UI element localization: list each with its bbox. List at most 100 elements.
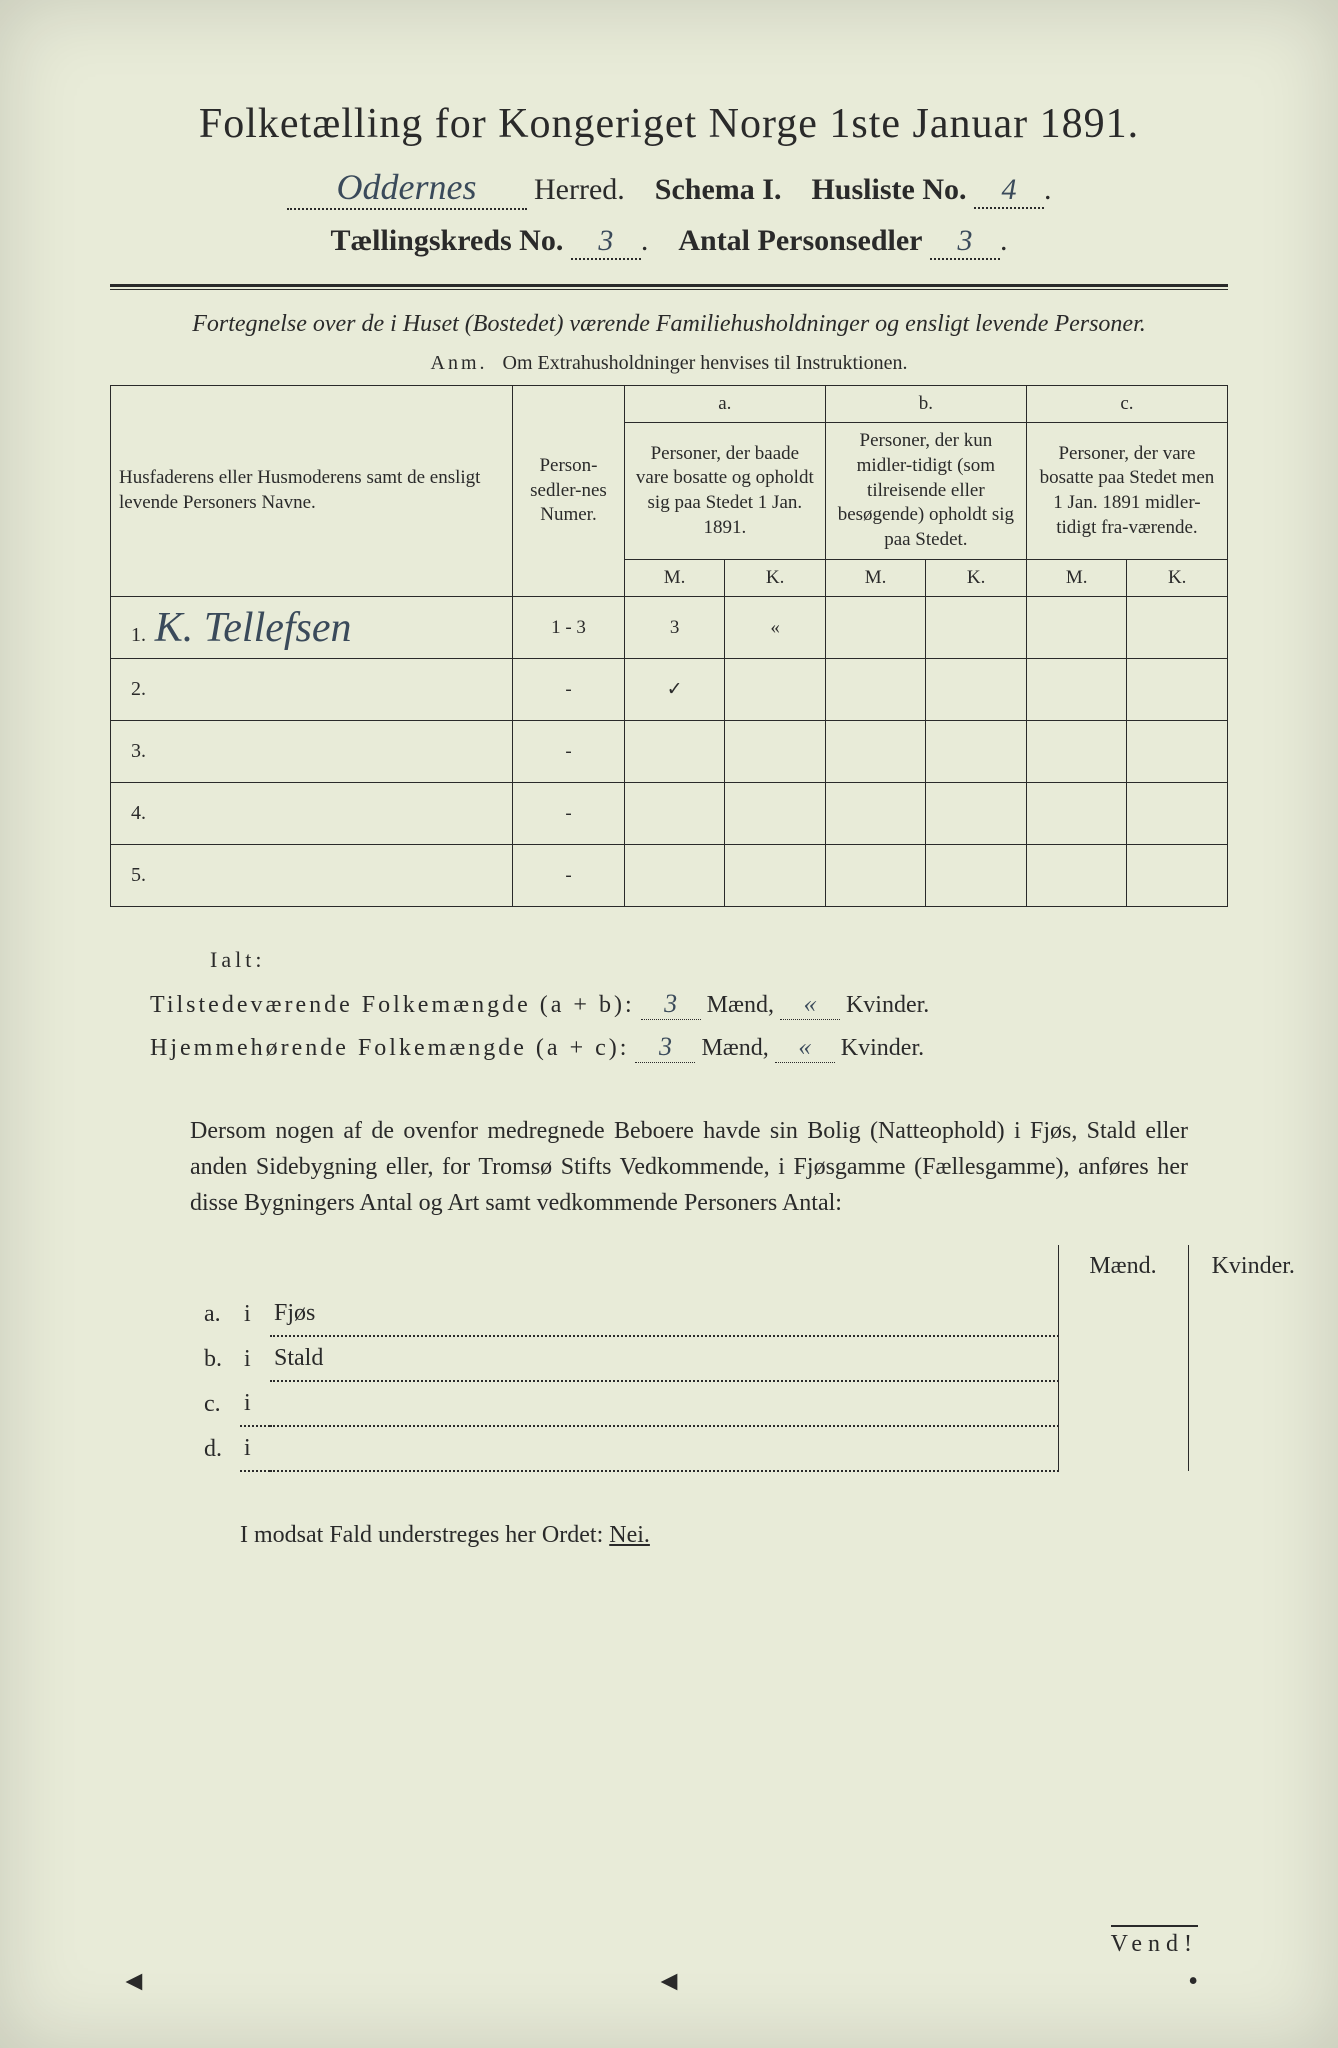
col-c-letter: c. xyxy=(1026,385,1227,423)
herred-value: Oddernes xyxy=(337,167,477,207)
ak-cell xyxy=(725,845,826,907)
col-a-header: Personer, der baade vare bosatte og opho… xyxy=(624,423,825,559)
husliste-value: 4 xyxy=(1001,173,1016,206)
name-cell: 2. xyxy=(111,659,513,721)
bm-cell xyxy=(825,783,926,845)
col-c-k: K. xyxy=(1127,559,1228,597)
total2-m: 3 xyxy=(659,1032,672,1061)
cm-cell xyxy=(1026,659,1127,721)
ak-cell xyxy=(725,783,826,845)
corner-mark-icon: • xyxy=(1188,1966,1198,1998)
cm-cell xyxy=(1026,597,1127,659)
col-b-k: K. xyxy=(926,559,1027,597)
table-row: 3. - xyxy=(111,721,1228,783)
table-row: 5. - xyxy=(111,845,1228,907)
bk-cell xyxy=(926,845,1027,907)
anm-label: Anm. xyxy=(431,352,488,374)
anm-text: Om Extrahusholdninger henvises til Instr… xyxy=(503,352,908,374)
schema-label: Schema I. xyxy=(655,173,782,206)
num-cell: - xyxy=(513,845,625,907)
name-cell: 4. xyxy=(111,783,513,845)
antal-value: 3 xyxy=(957,224,972,257)
total1-k: « xyxy=(803,989,816,1018)
ak-cell xyxy=(725,659,826,721)
col-a-k: K. xyxy=(725,559,826,597)
col-c-header: Personer, der vare bosatte paa Stedet me… xyxy=(1026,423,1227,559)
bk-cell xyxy=(926,783,1027,845)
total2-k: « xyxy=(798,1032,811,1061)
am-cell: 3 xyxy=(624,597,725,659)
table-row: 2. - ✓ xyxy=(111,659,1228,721)
corner-mark-icon: ◄ xyxy=(655,1966,683,1998)
building-row: a. i Fjøs xyxy=(200,1292,1318,1336)
name-value: K. Tellefsen xyxy=(155,605,352,651)
page-title: Folketælling for Kongeriget Norge 1ste J… xyxy=(110,100,1228,148)
table-row: 4. - xyxy=(111,783,1228,845)
num-cell: 1 - 3 xyxy=(513,597,625,659)
kvinder-header: Kvinder. xyxy=(1188,1245,1318,1292)
total1-m: 3 xyxy=(664,989,677,1018)
subtitle: Fortegnelse over de i Huset (Bostedet) v… xyxy=(110,308,1228,342)
main-table: Husfaderens eller Husmoderens samt de en… xyxy=(110,385,1228,908)
ck-cell xyxy=(1127,597,1228,659)
header-line-1: Oddernes Herred. Schema I. Husliste No. … xyxy=(110,166,1228,210)
table-row: 1. K. Tellefsen 1 - 3 3 « xyxy=(111,597,1228,659)
cm-cell xyxy=(1026,783,1127,845)
vend-label: Vend! xyxy=(1111,1925,1198,1958)
kreds-label: Tællingskreds No. xyxy=(331,224,564,257)
husliste-label: Husliste No. xyxy=(811,173,966,206)
kreds-value: 3 xyxy=(598,224,613,257)
bm-cell xyxy=(825,721,926,783)
ck-cell xyxy=(1127,659,1228,721)
am-cell xyxy=(624,845,725,907)
antal-label: Antal Personsedler xyxy=(678,224,922,257)
ck-cell xyxy=(1127,783,1228,845)
total-line-1: Tilstedeværende Folkemængde (a + b): 3 M… xyxy=(150,989,1228,1020)
col-b-header: Personer, der kun midler-tidigt (som til… xyxy=(825,423,1026,559)
modsat-line: I modsat Fald understreges her Ordet: Ne… xyxy=(240,1522,1228,1549)
building-row: c. i xyxy=(200,1381,1318,1426)
am-cell xyxy=(624,783,725,845)
cm-cell xyxy=(1026,845,1127,907)
bk-cell xyxy=(926,721,1027,783)
bm-cell xyxy=(825,597,926,659)
col-name-header: Husfaderens eller Husmoderens samt de en… xyxy=(111,385,513,597)
col-b-m: M. xyxy=(825,559,926,597)
ialt-label: Ialt: xyxy=(210,947,1228,973)
anm-line: Anm. Om Extrahusholdninger henvises til … xyxy=(110,352,1228,375)
bm-cell xyxy=(825,845,926,907)
bk-cell xyxy=(926,597,1027,659)
name-cell: 1. K. Tellefsen xyxy=(111,597,513,659)
building-row: d. i xyxy=(200,1426,1318,1471)
bk-cell xyxy=(926,659,1027,721)
total-line-2: Hjemmehørende Folkemængde (a + c): 3 Mæn… xyxy=(150,1032,1228,1063)
census-form-page: Folketælling for Kongeriget Norge 1ste J… xyxy=(0,0,1338,2048)
num-cell: - xyxy=(513,659,625,721)
col-num-header: Person-sedler-nes Numer. xyxy=(513,385,625,597)
buildings-table: Mænd. Kvinder. a. i Fjøs b. i Stald c. i… xyxy=(200,1245,1318,1472)
name-cell: 3. xyxy=(111,721,513,783)
name-cell: 5. xyxy=(111,845,513,907)
divider xyxy=(110,284,1228,290)
am-cell xyxy=(624,721,725,783)
col-c-m: M. xyxy=(1026,559,1127,597)
col-b-letter: b. xyxy=(825,385,1026,423)
am-cell: ✓ xyxy=(624,659,725,721)
ck-cell xyxy=(1127,845,1228,907)
col-a-letter: a. xyxy=(624,385,825,423)
num-cell: - xyxy=(513,783,625,845)
header-line-2: Tællingskreds No. 3 . Antal Personsedler… xyxy=(110,224,1228,260)
ak-cell xyxy=(725,721,826,783)
instructions-paragraph: Dersom nogen af de ovenfor medregnede Be… xyxy=(190,1113,1188,1221)
building-row: b. i Stald xyxy=(200,1336,1318,1381)
corner-mark-icon: ◄ xyxy=(120,1966,148,1998)
nei-word: Nei. xyxy=(609,1522,650,1548)
herred-label: Herred. xyxy=(534,173,625,206)
maend-header: Mænd. xyxy=(1058,1245,1188,1292)
ak-cell: « xyxy=(725,597,826,659)
cm-cell xyxy=(1026,721,1127,783)
col-a-m: M. xyxy=(624,559,725,597)
num-cell: - xyxy=(513,721,625,783)
ck-cell xyxy=(1127,721,1228,783)
bm-cell xyxy=(825,659,926,721)
